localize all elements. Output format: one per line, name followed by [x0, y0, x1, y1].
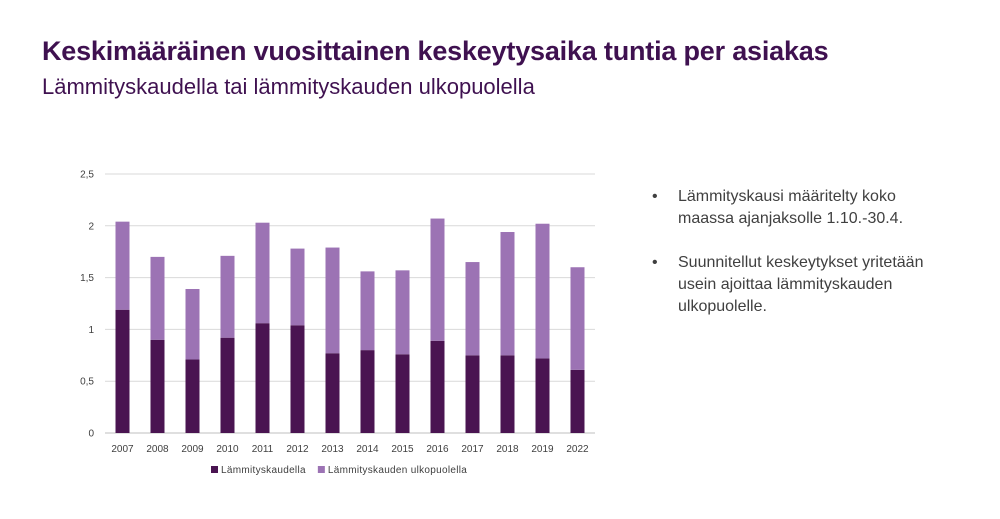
- bar-segment: [535, 358, 550, 433]
- x-tick-label: 2011: [252, 444, 274, 455]
- x-tick-label: 2017: [461, 444, 484, 455]
- bar-segment: [325, 353, 340, 433]
- bar-segment: [570, 369, 585, 433]
- bar-segment: [570, 267, 585, 370]
- bar-segment: [220, 337, 235, 433]
- bar-segment: [220, 255, 235, 338]
- bar-segment: [290, 325, 305, 433]
- y-tick-label: 2: [88, 221, 94, 232]
- bar-segment: [465, 355, 480, 433]
- x-axis-ticks: 2007 2008 2009 2010 2011 2012 2013 2014 2015 2016…: [111, 444, 589, 455]
- bullet-text: Lämmityskausi määritelty koko maassa aja…: [678, 188, 904, 227]
- legend: Lämmityskaudella Lämmityskauden ulkopuole…: [211, 465, 467, 476]
- bar-segment: [395, 270, 410, 355]
- bar-segment: [395, 354, 410, 433]
- legend-swatch: [211, 466, 218, 473]
- gridlines: [105, 173, 595, 434]
- y-axis-ticks: 0 0,5 1 1,5 2 2,5: [80, 170, 94, 440]
- y-tick-label: 1,5: [80, 273, 94, 284]
- bar-segment: [115, 309, 130, 433]
- slide-title: Keskimääräinen vuosittainen keskeytysaik…: [42, 36, 829, 66]
- bullet-item: • Lämmityskausi määritelty koko maassa a…: [652, 186, 952, 230]
- y-tick-label: 0: [88, 429, 94, 440]
- bullet-dot: •: [652, 254, 658, 271]
- bar-segment: [185, 288, 200, 360]
- legend-label: Lämmityskauden ulkopuolella: [328, 465, 467, 476]
- bar-segment: [430, 340, 445, 433]
- y-tick-label: 1: [88, 325, 94, 336]
- bar-segment: [255, 222, 270, 324]
- bar-segment: [430, 218, 445, 341]
- bar-segment: [360, 350, 375, 433]
- bars: [115, 218, 585, 433]
- bar-segment: [290, 248, 305, 326]
- x-tick-label: 2015: [391, 444, 414, 455]
- x-tick-label: 2014: [356, 444, 379, 455]
- x-tick-label: 2008: [146, 444, 169, 455]
- bar-segment: [150, 339, 165, 433]
- x-tick-label: 2012: [286, 444, 309, 455]
- x-tick-label: 2007: [111, 444, 134, 455]
- bullet-text: Suunnitellut keskeytykset yritetään usei…: [678, 254, 924, 315]
- x-tick-label: 2009: [181, 444, 204, 455]
- bar-segment: [500, 232, 515, 356]
- slide-subtitle: Lämmityskaudella tai lämmityskauden ulko…: [42, 74, 535, 99]
- legend-swatch: [317, 466, 325, 473]
- y-tick-label: 2,5: [80, 170, 94, 181]
- bar-segment: [255, 323, 270, 433]
- x-tick-label: 2010: [216, 444, 239, 455]
- x-tick-label: 2019: [531, 444, 554, 455]
- bar-segment: [150, 256, 165, 340]
- bar-segment: [500, 355, 515, 433]
- bullet-item: • Suunnitellut keskeytykset yritetään us…: [652, 252, 952, 318]
- y-tick-label: 0,5: [80, 377, 94, 388]
- bar-segment: [535, 223, 550, 359]
- bar-segment: [325, 247, 340, 354]
- x-tick-label: 2016: [426, 444, 449, 455]
- bullet-list: • Lämmityskausi määritelty koko maassa a…: [652, 186, 952, 340]
- x-tick-label: 2013: [321, 444, 344, 455]
- x-tick-label: 2018: [496, 444, 519, 455]
- bullet-dot: •: [652, 188, 658, 205]
- legend-label: Lämmityskaudella: [221, 465, 306, 476]
- bar-segment: [115, 221, 130, 310]
- bar-segment: [185, 359, 200, 433]
- bar-segment: [360, 271, 375, 351]
- bar-segment: [465, 262, 480, 356]
- x-tick-label: 2022: [566, 444, 589, 455]
